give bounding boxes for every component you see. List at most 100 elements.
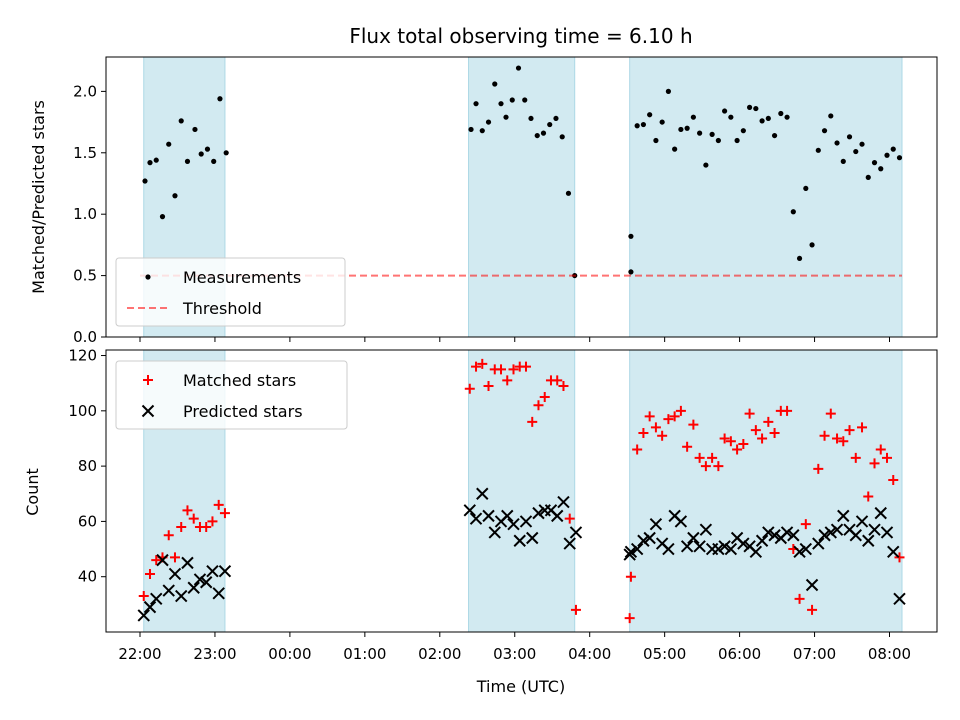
predicted-point: [637, 534, 650, 547]
predicted-point: [674, 515, 688, 528]
predicted-point: [805, 578, 819, 592]
measurement-point: [547, 121, 553, 128]
measurement-point: [715, 137, 721, 144]
matched-point: [744, 408, 755, 419]
predicted-point: [519, 515, 533, 528]
predicted-point: [812, 537, 825, 550]
x-tick-label: 00:00: [268, 645, 311, 663]
measurement-point: [853, 148, 859, 155]
predicted-point: [181, 556, 194, 570]
measurement-point: [647, 112, 653, 118]
legend-label: Measurements: [183, 268, 301, 287]
matched-point: [471, 361, 482, 372]
matched-point: [800, 519, 811, 530]
measurement-point: [765, 115, 771, 122]
measurement-point: [728, 114, 734, 120]
predicted-point: [488, 526, 501, 539]
measurement-point: [859, 141, 865, 147]
predicted-point: [855, 515, 869, 528]
measurement-point: [198, 151, 204, 157]
predicted-point: [749, 545, 763, 559]
measurement-point: [640, 121, 647, 128]
measurement-point: [534, 132, 540, 139]
y-tick-label: 0.0: [73, 328, 97, 346]
measurement-point: [871, 160, 878, 166]
matched-point: [782, 405, 793, 416]
measurement-point: [628, 269, 634, 275]
matched-point: [502, 375, 513, 386]
measurement-point: [192, 126, 198, 133]
measurement-point: [753, 105, 759, 112]
measurement-point: [653, 137, 659, 144]
chart-title: Flux total observing time = 6.10 h: [349, 24, 692, 48]
matched-point: [750, 425, 761, 436]
legend-label: Threshold: [182, 299, 262, 318]
matched-point: [757, 433, 768, 444]
matched-point: [725, 436, 736, 447]
measurement-point: [809, 242, 815, 248]
matched-point: [688, 419, 699, 430]
measurement-point: [665, 88, 671, 94]
measurement-point: [211, 158, 217, 164]
predicted-point: [463, 504, 476, 517]
y-tick-label: 2.0: [73, 82, 97, 100]
predicted-point: [737, 537, 750, 550]
matched-point: [888, 474, 899, 485]
matched-point: [464, 383, 475, 394]
y-tick-label: 80: [78, 457, 97, 475]
legend-1: Matched stars Predicted stars: [115, 360, 348, 430]
measurement-point: [503, 114, 509, 120]
measurement-point: [178, 118, 184, 124]
bottom-panel: 40 60 80 100 120 22:00 23:00 00:00 01:00 02:00 03:…: [68, 347, 938, 663]
measurement-point: [815, 147, 821, 153]
measurement-point: [628, 233, 634, 239]
matched-point: [650, 422, 661, 433]
x-tick-label: 02:00: [418, 645, 461, 663]
predicted-point: [693, 540, 706, 553]
legend-x-swatch: [141, 404, 155, 418]
matched-point: [844, 425, 855, 436]
matched-point: [632, 444, 643, 455]
predicted-point: [193, 573, 207, 586]
predicted-point: [712, 542, 725, 556]
predicted-point: [799, 542, 813, 556]
y-tick-label: 0.5: [73, 267, 97, 285]
measurement-point: [473, 101, 479, 107]
matched-point: [527, 416, 538, 427]
predicted-point: [557, 495, 570, 509]
matched-point: [570, 604, 581, 615]
predicted-point: [787, 529, 800, 542]
predicted-point: [623, 548, 636, 561]
predicted-point: [175, 589, 188, 603]
predicted-point: [830, 523, 844, 536]
legend-0: Measurements Threshold: [115, 257, 346, 327]
matched-point: [732, 444, 743, 455]
measurement-point: [678, 126, 684, 133]
x-tick-label: 05:00: [643, 645, 686, 663]
measurement-point: [485, 119, 492, 125]
predicted-point: [137, 609, 150, 622]
measurement-point: [865, 174, 871, 180]
measurement-point: [468, 126, 474, 133]
matched-point: [539, 392, 550, 402]
matched-point: [176, 521, 187, 532]
matched-point: [882, 452, 893, 463]
matched-point: [700, 461, 711, 472]
matched-point: [213, 499, 224, 510]
measurement-point: [834, 140, 840, 146]
legend-box: [115, 257, 346, 327]
measurement-point: [204, 146, 211, 152]
measurement-point: [746, 104, 753, 110]
x-tick-label: 07:00: [793, 645, 836, 663]
predicted-point: [551, 509, 564, 523]
predicted-point: [849, 529, 862, 542]
measurement-point: [821, 128, 828, 134]
matched-point: [763, 416, 774, 427]
matched-point: [138, 591, 149, 602]
legend-dot-swatch: [145, 274, 151, 280]
measurement-point: [565, 190, 572, 196]
predicted-point: [680, 540, 694, 553]
matched-point: [552, 375, 563, 386]
predicted-point: [526, 531, 539, 545]
